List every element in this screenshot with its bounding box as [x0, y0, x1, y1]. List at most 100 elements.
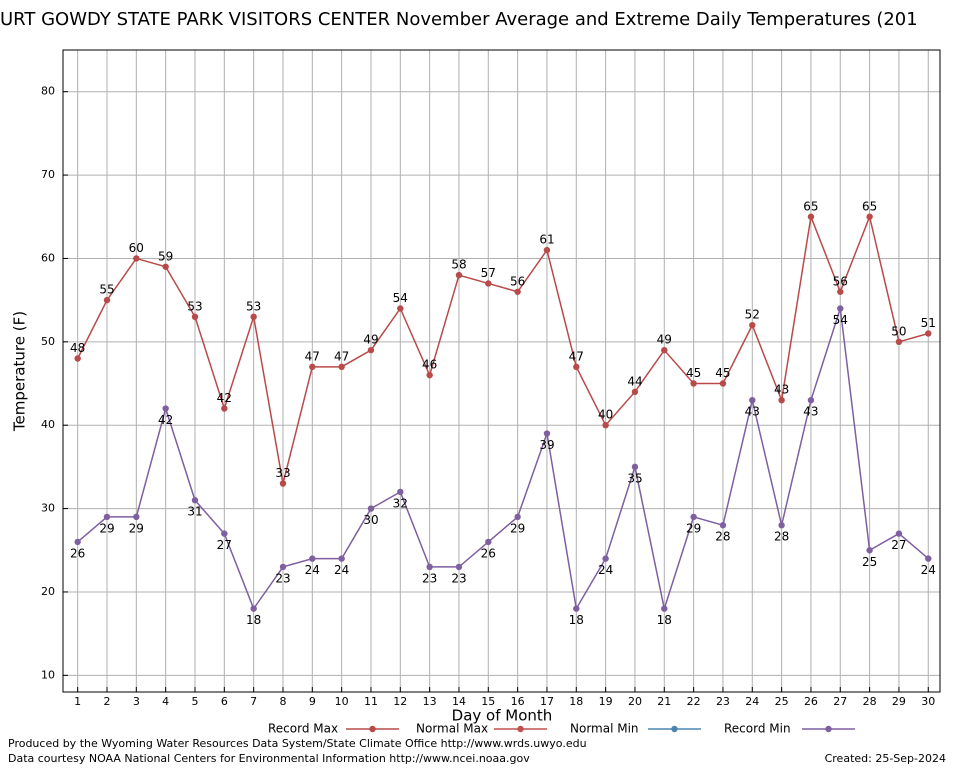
- data-point: [573, 605, 580, 612]
- data-label: 53: [187, 299, 202, 313]
- data-point: [485, 538, 492, 546]
- x-tick-label: 13: [423, 695, 437, 708]
- x-tick-label: 27: [833, 695, 847, 708]
- data-label: 52: [745, 308, 760, 322]
- x-tick-label: 14: [452, 695, 466, 708]
- y-tick-label: 80: [41, 85, 55, 98]
- created-date: Created: 25-Sep-2024: [825, 752, 946, 765]
- x-tick-label: 4: [162, 695, 169, 708]
- data-label: 49: [657, 333, 672, 347]
- data-label: 32: [393, 496, 408, 510]
- data-label: 43: [745, 405, 760, 419]
- data-point: [485, 280, 492, 287]
- x-tick-label: 26: [804, 695, 818, 708]
- data-point: [338, 363, 345, 371]
- legend-marker: [671, 725, 678, 733]
- x-tick-label: 24: [745, 695, 759, 708]
- x-tick-label: 15: [481, 695, 495, 708]
- x-tick-label: 6: [221, 695, 228, 708]
- data-point: [426, 371, 433, 379]
- data-point: [514, 513, 521, 521]
- data-label: 48: [70, 341, 85, 355]
- data-point: [866, 547, 873, 554]
- data-point: [661, 346, 668, 354]
- data-point: [778, 396, 785, 404]
- data-point: [455, 563, 463, 571]
- data-label: 56: [510, 274, 525, 288]
- x-tick-label: 2: [103, 695, 110, 708]
- data-point: [602, 555, 609, 562]
- x-tick-label: 10: [335, 695, 349, 708]
- data-label: 47: [334, 349, 349, 363]
- data-point: [807, 213, 815, 220]
- data-label: 43: [803, 405, 818, 419]
- data-point: [397, 305, 404, 312]
- data-label: 65: [803, 199, 818, 213]
- data-label: 51: [921, 316, 936, 330]
- data-label: 29: [99, 521, 114, 535]
- data-point: [309, 363, 316, 371]
- y-tick-label: 10: [41, 668, 55, 681]
- x-tick-label: 29: [892, 695, 906, 708]
- data-label: 18: [569, 613, 584, 627]
- data-point: [103, 513, 111, 521]
- data-point: [191, 313, 199, 321]
- y-tick-label: 50: [41, 335, 55, 348]
- data-point: [719, 522, 727, 529]
- data-point: [162, 263, 169, 270]
- data-label: 35: [627, 471, 642, 485]
- data-point: [631, 388, 639, 396]
- data-point: [133, 255, 140, 262]
- data-label: 26: [70, 546, 85, 560]
- data-point: [895, 338, 903, 346]
- data-label: 30: [363, 513, 378, 527]
- legend-marker: [369, 725, 376, 733]
- data-point: [367, 346, 375, 354]
- data-point: [279, 480, 287, 487]
- y-tick-label: 60: [41, 251, 55, 264]
- legend-label: Record Max: [268, 722, 338, 736]
- footer-line: Data courtesy NOAA National Centers for …: [8, 752, 530, 765]
- data-label: 47: [305, 349, 320, 363]
- legend-label: Record Min: [724, 722, 791, 736]
- y-tick-label: 40: [41, 418, 55, 431]
- data-label: 27: [217, 538, 232, 552]
- plot-frame: [62, 49, 941, 693]
- chart-title: URT GOWDY STATE PARK VISITORS CENTER Nov…: [0, 9, 918, 30]
- data-label: 33: [275, 466, 290, 480]
- data-point: [338, 555, 345, 562]
- data-label: 24: [921, 563, 936, 577]
- data-point: [925, 555, 932, 562]
- x-tick-label: 8: [279, 695, 286, 708]
- y-axis-label: Temperature (F): [11, 311, 29, 432]
- x-tick-label: 3: [133, 695, 140, 708]
- data-label: 28: [774, 530, 789, 544]
- x-tick-label: 21: [657, 695, 671, 708]
- footer-line: Produced by the Wyoming Water Resources …: [8, 737, 587, 750]
- x-tick-label: 12: [393, 695, 407, 708]
- data-point: [866, 213, 873, 220]
- data-point: [661, 605, 668, 612]
- legend-marker: [825, 725, 832, 733]
- y-tick-label: 30: [41, 502, 55, 515]
- y-tick-label: 70: [41, 168, 55, 181]
- data-label: 44: [627, 374, 642, 388]
- data-label: 24: [334, 563, 349, 577]
- data-label: 29: [686, 521, 701, 535]
- data-label: 59: [158, 249, 173, 263]
- data-label: 57: [481, 266, 496, 280]
- data-label: 55: [99, 283, 114, 297]
- data-label: 28: [715, 530, 730, 544]
- series-line: [77, 308, 929, 612]
- data-point: [221, 405, 228, 412]
- data-label: 29: [129, 521, 144, 535]
- data-label: 53: [246, 299, 261, 313]
- data-point: [397, 488, 404, 496]
- data-point: [925, 330, 932, 337]
- x-tick-label: 1: [74, 695, 81, 708]
- legend-marker: [517, 725, 524, 733]
- data-point: [426, 563, 433, 571]
- data-point: [367, 505, 375, 512]
- data-label: 26: [481, 546, 496, 560]
- data-label: 46: [422, 358, 437, 372]
